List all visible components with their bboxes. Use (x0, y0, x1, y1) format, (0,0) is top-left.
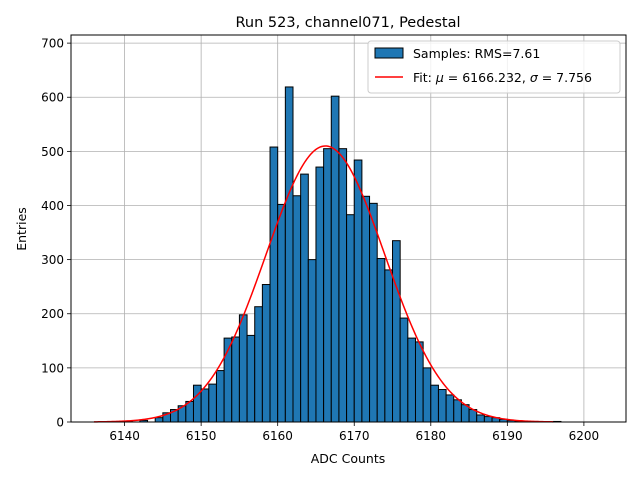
histogram-bar (315, 166, 325, 423)
histogram-bar (300, 173, 309, 423)
histogram-bar (353, 159, 363, 423)
histogram-bar (330, 95, 340, 423)
histogram-bar (369, 202, 378, 423)
histogram-bar (476, 414, 485, 423)
y-tick-label: 400 (41, 199, 64, 213)
plot-frame (70, 34, 627, 423)
histogram-bar (399, 317, 409, 423)
y-tick-label: 500 (41, 145, 64, 159)
histogram-bar (483, 416, 493, 423)
legend-hist-swatch (374, 47, 404, 59)
histogram-bar (292, 195, 302, 423)
x-tick-label: 6180 (416, 429, 447, 443)
legend-box (367, 40, 621, 94)
x-axis-label: ADC Counts (311, 451, 386, 466)
grid (71, 35, 626, 423)
chart-title: Run 523, channel071, Pedestal (235, 15, 460, 31)
histogram-bar (384, 269, 394, 423)
histogram-bar (254, 306, 263, 423)
histogram-bar (392, 240, 401, 423)
y-tick-label: 600 (41, 91, 64, 105)
x-tick-label: 6190 (492, 429, 523, 443)
y-tick-label: 300 (41, 253, 64, 267)
histogram-bar (453, 399, 462, 423)
histogram-bar (284, 86, 294, 423)
x-tick-label: 6170 (339, 429, 370, 443)
histogram-bar (376, 258, 386, 423)
legend: Samples: RMS=7.61 Fit: μ = 6166.232, σ =… (367, 40, 621, 94)
histogram-bar (361, 195, 371, 423)
y-tick-label: 200 (41, 307, 64, 321)
y-tick-label: 700 (41, 37, 64, 51)
histogram-bar (261, 284, 271, 423)
histogram-bar (430, 384, 439, 423)
histogram-bar (215, 370, 225, 423)
histogram-bar (200, 388, 210, 423)
histogram-bar (445, 394, 455, 423)
legend-fit-label: Fit: μ = 6166.232, σ = 7.756 (413, 70, 592, 85)
histogram-bar (192, 384, 202, 423)
x-axis-ticks: 6140 6150 6160 6170 6180 6190 6200 (109, 422, 599, 443)
histogram-bar (338, 148, 348, 423)
histogram-bar (269, 146, 279, 423)
legend-hist-label: Samples: RMS=7.61 (413, 46, 540, 61)
histogram-bar (231, 336, 240, 423)
histogram-bar (346, 214, 355, 423)
y-axis-ticks: 0 100 200 300 400 500 600 700 (41, 37, 71, 430)
x-tick-label: 6200 (569, 429, 600, 443)
histogram-bars (124, 86, 562, 423)
y-tick-label: 100 (41, 361, 64, 375)
histogram-bar (246, 334, 256, 423)
gaussian-fit-line (93, 145, 554, 423)
histogram-bar (307, 259, 317, 423)
histogram-bar (323, 148, 332, 423)
histogram-bar (238, 314, 248, 423)
histogram-bar (407, 337, 416, 423)
y-tick-label: 0 (56, 416, 64, 430)
histogram-bar (277, 203, 286, 423)
histogram-bar (414, 341, 424, 423)
x-tick-label: 6160 (262, 429, 293, 443)
histogram-bar (154, 417, 164, 423)
y-axis-label: Entries (14, 207, 29, 251)
histogram-bar (437, 389, 447, 423)
histogram-bar (208, 383, 217, 423)
x-tick-label: 6150 (186, 429, 217, 443)
x-tick-label: 6140 (109, 429, 140, 443)
histogram-bar (422, 367, 432, 423)
